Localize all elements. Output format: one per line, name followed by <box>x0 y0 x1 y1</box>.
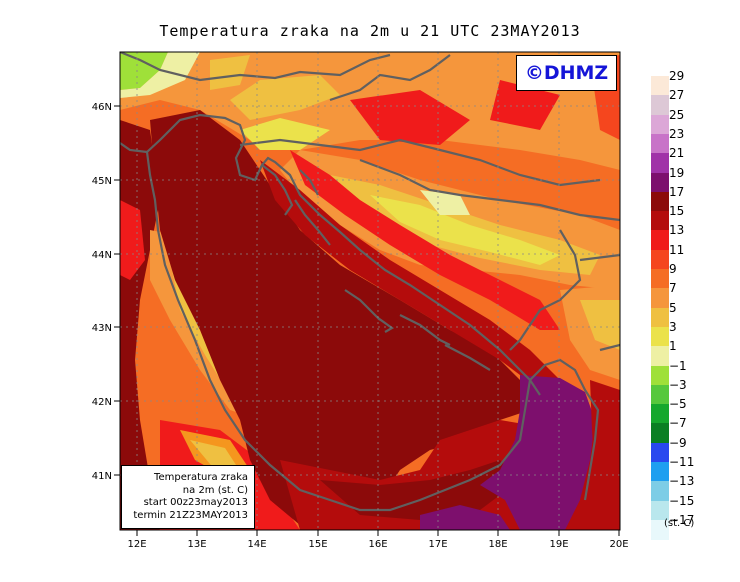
lon-label: 20E <box>609 539 628 550</box>
legend-label: −5 <box>669 397 687 412</box>
legend-label: −7 <box>669 416 687 431</box>
lon-label: 16E <box>368 539 387 550</box>
legend-label: −11 <box>669 455 695 469</box>
legend-label: 7 <box>669 281 677 296</box>
legend-swatch <box>651 365 669 386</box>
legend-swatch <box>651 288 669 309</box>
lat-label: 42N <box>92 397 112 408</box>
legend-swatch <box>651 269 669 289</box>
coastline-borders <box>120 52 620 512</box>
legend-swatch <box>651 191 669 212</box>
dhmz-logo: ©DHMZ <box>516 55 617 91</box>
info-line: start 00z23may2013 <box>143 497 248 508</box>
lon-label: 19E <box>549 539 568 550</box>
legend-label: −9 <box>669 435 687 450</box>
info-box: Temperatura zraka na 2m (st. C) start 00… <box>121 465 255 529</box>
map-title: Temperatura zraka na 2m u 21 UTC 23MAY20… <box>159 22 581 40</box>
legend-swatch <box>651 462 669 482</box>
legend-swatch <box>651 423 669 444</box>
legend-swatch <box>651 172 669 193</box>
legend-swatch <box>651 384 669 405</box>
info-line: na 2m (st. C) <box>182 484 248 496</box>
legend-label: −15 <box>669 493 695 508</box>
lon-label: 12E <box>127 539 146 550</box>
legend-swatch <box>651 133 669 154</box>
legend-swatch <box>651 307 669 328</box>
legend-swatch <box>651 326 669 347</box>
legend-label: 9 <box>669 262 677 276</box>
lon-label: 17E <box>428 539 447 550</box>
legend-label: 19 <box>669 165 685 180</box>
lon-label: 15E <box>308 539 327 550</box>
lat-label: 46N <box>92 102 112 113</box>
legend-swatch <box>651 404 669 425</box>
legend-swatch <box>651 481 669 502</box>
legend-label: −1 <box>669 358 687 373</box>
legend-swatch <box>651 114 669 135</box>
legend-label: −17 <box>669 512 695 527</box>
legend-label: 29 <box>669 69 685 83</box>
lat-label: 41N <box>92 471 112 482</box>
info-line: termin 21Z23MAY2013 <box>133 509 248 521</box>
legend-label: 23 <box>669 126 685 141</box>
legend-label: 3 <box>669 319 677 334</box>
lat-label: 44N <box>92 250 112 261</box>
lon-label: 18E <box>488 539 507 550</box>
legend-swatch <box>651 211 669 232</box>
legend-swatch <box>651 153 669 174</box>
legend-swatch <box>651 519 669 540</box>
legend-label: −3 <box>669 377 687 392</box>
map-frame <box>119 51 621 531</box>
legend-label: 13 <box>669 223 685 238</box>
legend-swatch <box>651 249 669 270</box>
lon-label: 13E <box>187 539 206 550</box>
legend-label: 15 <box>669 204 685 219</box>
legend-label: 27 <box>669 88 685 103</box>
lat-label: 45N <box>92 176 112 187</box>
legend-label: 25 <box>669 107 685 122</box>
legend-swatch <box>651 230 669 251</box>
info-line: Temperatura zraka <box>154 472 248 483</box>
legend-label: 21 <box>669 146 685 161</box>
map-grid <box>120 52 620 530</box>
legend-label: 5 <box>669 300 677 315</box>
lon-label: 14E <box>247 539 266 550</box>
legend-label: 11 <box>669 242 685 257</box>
lat-label: 43N <box>92 323 112 334</box>
legend-swatch <box>651 76 669 96</box>
legend-label: 1 <box>669 339 677 354</box>
legend-swatch <box>651 95 669 116</box>
legend-unit: (st. C) <box>664 518 695 529</box>
legend-swatch <box>651 346 669 367</box>
temperature-field <box>120 52 620 530</box>
legend-swatch <box>651 500 669 521</box>
legend-label: 17 <box>669 184 685 199</box>
legend-swatch <box>651 442 669 463</box>
legend-label: −13 <box>669 474 695 489</box>
